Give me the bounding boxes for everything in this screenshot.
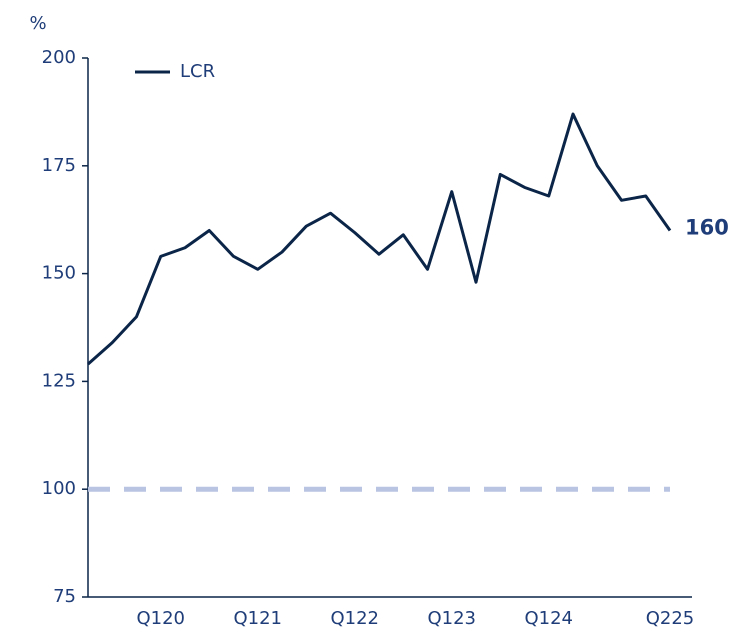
x-tick-label: Q225 [646,608,695,628]
x-tick-label: Q123 [427,608,476,628]
y-tick-label: 175 [42,155,76,176]
y-tick-label: 100 [42,478,76,499]
legend-label: LCR [180,61,215,82]
y-tick-label: 150 [42,263,76,284]
y-tick-label: 125 [42,370,76,391]
x-tick-label: Q120 [136,608,185,628]
y-tick-label: 200 [42,47,76,68]
x-tick-label: Q121 [233,608,282,628]
y-tick-label: 75 [53,586,76,607]
x-tick-label: Q122 [330,608,379,628]
line [87,112,672,366]
x-tick-label: Q124 [524,608,573,628]
value-label: 160 [685,215,729,239]
y-axis-label: % [29,13,46,34]
